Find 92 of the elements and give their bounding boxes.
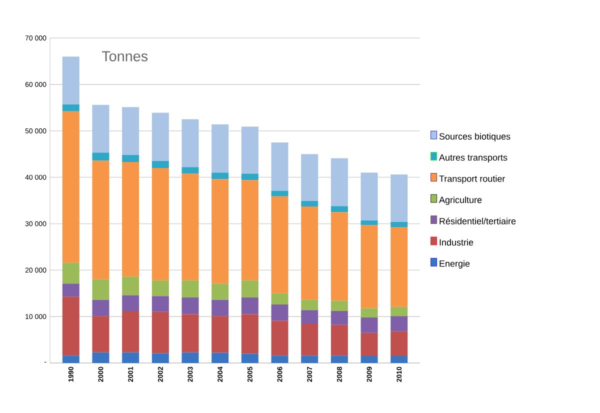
bar — [182, 314, 199, 352]
bar — [152, 312, 169, 354]
bar — [330, 324, 348, 356]
legend-label: Transport routier — [439, 175, 506, 184]
bar — [152, 161, 169, 168]
bar — [122, 155, 140, 162]
bar — [330, 300, 348, 311]
bar — [271, 196, 288, 294]
bar — [92, 300, 110, 316]
bar — [390, 174, 408, 222]
bar — [152, 353, 169, 363]
bar — [92, 279, 110, 300]
bar — [301, 300, 318, 310]
bar — [62, 262, 80, 284]
bar — [182, 119, 199, 168]
bar — [152, 112, 169, 162]
bar — [62, 284, 80, 297]
bar — [301, 310, 318, 324]
bar — [212, 300, 229, 316]
bar — [301, 154, 318, 201]
bar — [360, 332, 378, 356]
bar — [92, 352, 110, 363]
bar — [301, 324, 318, 356]
bar — [360, 308, 378, 318]
bar — [330, 356, 348, 363]
bar — [212, 172, 229, 180]
bar — [182, 280, 199, 298]
bar — [360, 220, 378, 226]
bar — [271, 304, 288, 321]
bar — [92, 160, 110, 280]
bar — [212, 352, 229, 363]
bar — [241, 314, 258, 354]
bar — [62, 296, 80, 356]
bar — [241, 298, 258, 314]
legend-label: Sources biotiques — [439, 133, 510, 142]
bar — [241, 354, 258, 363]
bar — [360, 172, 378, 220]
bar — [301, 200, 318, 207]
bar — [212, 284, 229, 300]
bar — [122, 107, 140, 156]
bar — [271, 320, 288, 356]
bar — [122, 276, 140, 296]
bar — [122, 162, 140, 277]
bar — [360, 356, 378, 363]
bar — [330, 212, 348, 301]
bar — [62, 111, 80, 263]
legend-label: Résidentiel/tertiaire — [440, 218, 516, 224]
bar — [271, 356, 288, 363]
legend-label: Autres transports — [439, 154, 508, 162]
bar — [182, 167, 199, 174]
bar — [271, 142, 288, 191]
legend-label: Agriculture — [439, 196, 482, 205]
bar — [301, 206, 318, 300]
bar — [330, 158, 348, 206]
bar — [152, 296, 169, 312]
bar — [62, 56, 80, 104]
bar — [122, 295, 140, 311]
bar — [122, 352, 140, 363]
bar — [92, 152, 110, 161]
bar — [212, 316, 229, 353]
bar — [62, 356, 80, 363]
bar — [390, 331, 408, 356]
bar — [241, 280, 258, 298]
bar — [152, 280, 169, 296]
bar — [390, 226, 408, 307]
bar — [212, 179, 229, 284]
bar — [360, 225, 378, 308]
text: Tonnes — [102, 51, 148, 62]
bar — [390, 306, 408, 316]
bar — [212, 124, 229, 173]
bar — [241, 174, 258, 180]
legend-label: Industrie — [440, 238, 474, 246]
bar — [241, 180, 258, 280]
bar — [122, 311, 140, 352]
bar — [390, 356, 408, 363]
bar — [360, 318, 378, 333]
legend-label: Energie — [440, 260, 470, 269]
bar — [182, 174, 199, 280]
bar — [92, 316, 110, 352]
bar — [271, 293, 288, 305]
bar — [301, 356, 318, 363]
bar — [330, 311, 348, 325]
bar — [390, 222, 408, 227]
bar — [390, 316, 408, 332]
bar — [62, 104, 80, 112]
bar — [241, 126, 258, 174]
bar — [182, 352, 199, 363]
bar — [182, 298, 199, 314]
bar — [152, 168, 169, 280]
bar — [92, 104, 110, 153]
bar — [330, 206, 348, 212]
bar — [271, 190, 288, 196]
